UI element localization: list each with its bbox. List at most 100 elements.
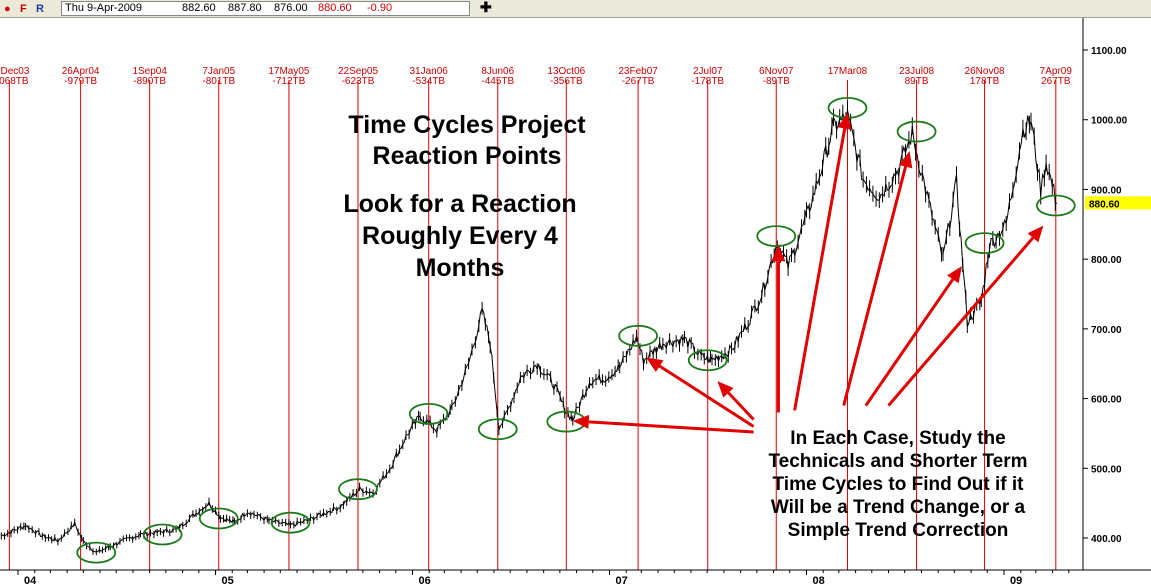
note-line: Time Cycles to Find Out if it — [773, 474, 1025, 495]
arrow-shaft — [887, 236, 1035, 407]
reaction-circle — [756, 225, 797, 248]
note-line: Technicals and Shorter Term — [768, 451, 1027, 472]
r-button[interactable]: R — [36, 3, 44, 15]
cycle-count-label: -890TB — [133, 76, 166, 87]
quote-close: 880.60 — [318, 2, 352, 14]
cycle-date-label: 13Oct06 — [547, 66, 585, 77]
subtitle-line: Months — [416, 254, 505, 282]
y-tick-label: 600.00 — [1091, 395, 1122, 406]
cycle-date-label: 23Jul08 — [899, 66, 934, 77]
subtitle-line: Roughly Every 4 — [362, 222, 558, 250]
quote-date: Thu 9-Apr-2009 — [65, 2, 143, 14]
x-tick-label: 04 — [24, 575, 37, 587]
y-tick-label: 500.00 — [1091, 464, 1122, 475]
cycle-date-label: 1Sep04 — [132, 66, 167, 77]
cycle-count-label: -801TB — [202, 76, 235, 87]
cycle-count-label: -979TB — [64, 76, 97, 87]
cycle-date-label: 26Apr04 — [62, 66, 100, 77]
cycle-date-label: 7Jan05 — [202, 66, 235, 77]
x-tick-label: 07 — [615, 575, 627, 587]
arrow-shaft — [588, 420, 754, 434]
note-line: Will be a Trend Change, or a — [771, 497, 1026, 518]
cycle-date-label: 6Nov07 — [759, 66, 794, 77]
cycle-count-label: -1068TB — [0, 76, 29, 87]
subtitle-line: Look for a Reaction — [343, 190, 576, 218]
cycle-count-label: -356TB — [550, 76, 583, 87]
reaction-circle — [142, 523, 183, 546]
cycle-date-label: 31Jan06 — [410, 66, 449, 77]
reaction-circle — [964, 232, 1005, 255]
reaction-circle — [76, 541, 117, 564]
cycle-count-label: -267TB — [622, 76, 655, 87]
cycle-count-label: -712TB — [273, 76, 306, 87]
toolbar: ● F R Thu 9-Apr-2009 882.60 887.80 876.0… — [0, 0, 1151, 18]
quote-low: 876.00 — [274, 2, 308, 14]
quote-high: 887.80 — [228, 2, 262, 14]
y-tick-label: 1000.00 — [1091, 116, 1128, 127]
title-line: Time Cycles Project — [348, 111, 586, 139]
cycle-date-label: 2Jul07 — [693, 66, 723, 77]
cycle-count-label: -534TB — [412, 76, 445, 87]
arrow-head — [837, 112, 852, 130]
quote-open: 882.60 — [182, 2, 216, 14]
price-range-bars — [0, 101, 1056, 556]
arrow-head — [717, 381, 734, 398]
reaction-circle — [408, 403, 449, 425]
arrow-head — [646, 357, 664, 372]
x-tick-label: 05 — [222, 575, 234, 587]
cycle-count-label: -445TB — [481, 76, 514, 87]
cycle-date-label: 23Feb07 — [618, 66, 658, 77]
x-tick-label: 06 — [419, 575, 431, 587]
quote-display: Thu 9-Apr-2009 882.60 887.80 876.00 880.… — [61, 1, 470, 16]
cycle-count-label: -89TB — [763, 76, 791, 87]
title-line: Reaction Points — [373, 142, 562, 170]
reaction-circle — [198, 507, 239, 530]
cycle-count-label: 178TB — [970, 76, 1000, 87]
cycle-count-label: 89TB — [905, 76, 929, 87]
cycle-date-label: 17Mar08 — [828, 66, 868, 77]
cycle-count-label: -623TB — [342, 76, 375, 87]
arrow-head — [947, 266, 962, 284]
price-chart: 16Dec03-1068TB 26Apr04-979TB 1Sep04-890TB 7… — [0, 18, 1151, 587]
cycle-date-label: 22Sep05 — [338, 66, 378, 77]
reaction-circle — [1035, 194, 1076, 217]
cycle-date-label: 8Jun06 — [481, 66, 514, 77]
note-line: Simple Trend Correction — [788, 520, 1009, 541]
y-tick-label: 1100.00 — [1091, 46, 1127, 57]
last-price-highlight — [1085, 196, 1151, 210]
cycle-date-label: 16Dec03 — [0, 66, 30, 77]
arrow-shaft — [842, 166, 907, 406]
arrow-shaft — [793, 128, 847, 411]
note-line: In Each Case, Study the — [790, 428, 1005, 449]
arrow-head — [572, 414, 590, 429]
reaction-circle — [477, 418, 518, 441]
x-tick-label: 09 — [1010, 575, 1022, 587]
reaction-circle — [687, 349, 728, 372]
reaction-circle — [896, 120, 937, 143]
cycle-count-label: 267TB — [1041, 76, 1071, 87]
plus-icon[interactable]: ✚ — [480, 0, 492, 15]
arrow-head — [771, 245, 786, 262]
cycle-date-label: 7Apr09 — [1040, 66, 1073, 77]
reaction-circle — [270, 511, 311, 534]
plot-area — [0, 18, 1083, 570]
cycle-date-label: 26Nov08 — [965, 66, 1005, 77]
arrow-head — [898, 151, 913, 169]
quote-change: -0.90 — [367, 2, 393, 14]
red-dot-icon[interactable]: ● — [4, 3, 11, 15]
y-tick-label: 400.00 — [1091, 534, 1122, 545]
arrow-shaft — [658, 364, 755, 428]
cycle-date-label: 17May05 — [268, 66, 310, 77]
f-button[interactable]: F — [20, 3, 27, 15]
arrow-shaft — [864, 278, 955, 407]
last-price-label: 880.60 — [1089, 199, 1120, 210]
reaction-circle — [338, 478, 378, 501]
y-tick-label: 900.00 — [1091, 185, 1122, 196]
y-tick-label: 700.00 — [1091, 325, 1122, 336]
arrow-head — [1027, 225, 1044, 243]
reaction-circle — [618, 324, 658, 347]
arrow-shaft — [727, 391, 755, 421]
x-tick-label: 08 — [812, 575, 824, 587]
cycle-count-label: -178TB — [691, 76, 724, 87]
y-tick-label: 800.00 — [1091, 255, 1122, 266]
